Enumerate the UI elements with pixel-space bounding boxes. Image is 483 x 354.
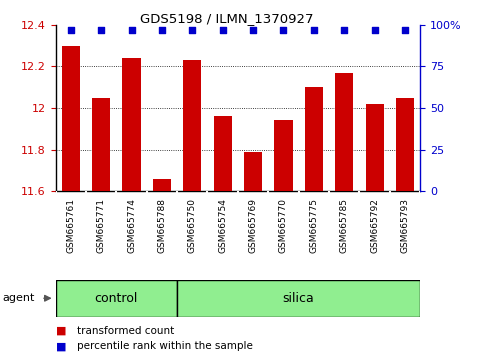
Point xyxy=(310,27,318,33)
Bar xyxy=(122,58,141,191)
Text: GSM665792: GSM665792 xyxy=(370,198,379,253)
Point xyxy=(401,27,409,33)
Bar xyxy=(56,280,177,317)
Text: GSM665771: GSM665771 xyxy=(97,198,106,253)
Text: GSM665754: GSM665754 xyxy=(218,198,227,253)
Text: ■: ■ xyxy=(56,326,66,336)
Bar xyxy=(92,98,110,191)
Text: GSM665793: GSM665793 xyxy=(400,198,410,253)
Point xyxy=(371,27,379,33)
Text: GSM665774: GSM665774 xyxy=(127,198,136,253)
Bar xyxy=(335,73,354,191)
Text: GSM665775: GSM665775 xyxy=(309,198,318,253)
Point xyxy=(97,27,105,33)
Bar xyxy=(244,152,262,191)
Bar xyxy=(153,179,171,191)
Text: GSM665761: GSM665761 xyxy=(66,198,75,253)
Text: ■: ■ xyxy=(56,341,66,351)
Text: control: control xyxy=(95,292,138,305)
Text: GDS5198 / ILMN_1370927: GDS5198 / ILMN_1370927 xyxy=(140,12,314,25)
Point xyxy=(341,27,348,33)
Text: silica: silica xyxy=(283,292,314,305)
Text: GSM665788: GSM665788 xyxy=(157,198,167,253)
Point xyxy=(158,27,166,33)
Point xyxy=(219,27,227,33)
Point xyxy=(67,27,74,33)
Bar xyxy=(177,280,420,317)
Text: transformed count: transformed count xyxy=(77,326,174,336)
Point xyxy=(128,27,135,33)
Point xyxy=(280,27,287,33)
Bar xyxy=(183,60,201,191)
Bar xyxy=(366,104,384,191)
Text: percentile rank within the sample: percentile rank within the sample xyxy=(77,341,253,351)
Bar xyxy=(305,87,323,191)
Point xyxy=(188,27,196,33)
Text: GSM665770: GSM665770 xyxy=(279,198,288,253)
Bar xyxy=(213,116,232,191)
Bar xyxy=(396,98,414,191)
Point xyxy=(249,27,257,33)
Bar xyxy=(274,120,293,191)
Text: GSM665785: GSM665785 xyxy=(340,198,349,253)
Text: agent: agent xyxy=(2,293,35,303)
Text: GSM665750: GSM665750 xyxy=(188,198,197,253)
Text: GSM665769: GSM665769 xyxy=(249,198,257,253)
Bar xyxy=(62,46,80,191)
